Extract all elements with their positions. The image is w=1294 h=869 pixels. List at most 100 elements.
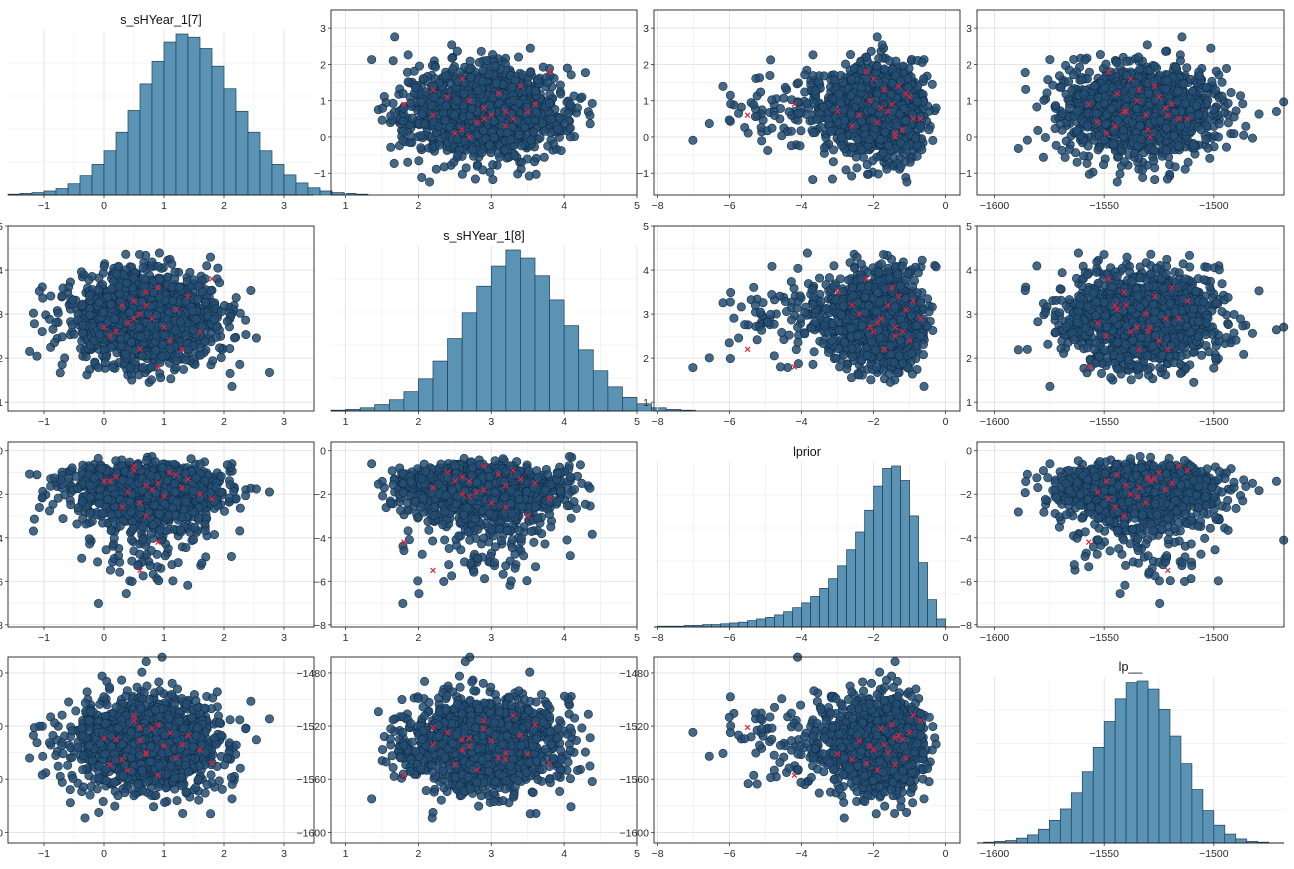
draw-point (553, 124, 563, 134)
draw-point (416, 97, 426, 107)
draw-point (1043, 75, 1053, 85)
draw-point (828, 157, 838, 167)
scatter-points-s-shyear-1-7-vs-lprior (688, 32, 941, 187)
draw-point (1084, 169, 1094, 179)
draw-point (543, 78, 553, 88)
draw-point (1138, 165, 1148, 175)
draw-point (1095, 50, 1105, 60)
draw-point (565, 99, 575, 109)
draw-point (1118, 125, 1128, 135)
hist-bar-s-shyear-1-7-16 (199, 48, 213, 196)
draw-point (852, 163, 862, 173)
draw-point (884, 56, 894, 66)
draw-point (1229, 129, 1239, 139)
hist-bar-s-shyear-1-7-17 (211, 65, 225, 196)
hist-bar-s-shyear-1-7-15 (187, 36, 201, 196)
draw-point (441, 71, 451, 81)
draw-point (476, 46, 486, 56)
draw-point (861, 52, 871, 62)
draw-point (477, 76, 487, 86)
draw-point (1161, 84, 1171, 94)
draw-point (585, 119, 595, 129)
draw-point (1127, 118, 1137, 128)
x-tick-label-lprior-0: −8 (652, 200, 664, 212)
y-tick-label-s-shyear-1-7-2: 1 (643, 96, 649, 108)
draw-point (1111, 57, 1121, 67)
draw-point (439, 162, 449, 172)
draw-point (1038, 152, 1048, 162)
draw-point (467, 104, 477, 114)
draw-point (819, 143, 829, 153)
draw-point (1099, 160, 1109, 170)
draw-point (540, 126, 550, 136)
draw-point (545, 98, 555, 108)
draw-point (457, 169, 467, 179)
draw-point (808, 50, 818, 60)
hist-bar-s-shyear-1-7-5 (67, 183, 81, 196)
x-tick-label-s-shyear-1-7-1: 0 (101, 200, 107, 212)
draw-point (537, 118, 547, 128)
draw-point (874, 54, 884, 64)
x-tick-label-s-shyear-1-8-2: 3 (488, 200, 494, 212)
draw-point (862, 169, 872, 179)
draw-point (1162, 75, 1172, 85)
hist-bar-s-shyear-1-7-9 (115, 131, 129, 196)
draw-point (1254, 109, 1264, 119)
x-tick-label-s-shyear-1-7-4: 3 (281, 200, 287, 212)
x-tick-label-lp-2: −1500 (1199, 200, 1229, 212)
hist-bar-s-shyear-1-7-23 (283, 174, 297, 196)
draw-point (425, 177, 435, 187)
draw-point (793, 78, 803, 88)
draw-point (688, 135, 698, 145)
y-tick-label-s-shyear-1-7-1: 0 (320, 132, 326, 144)
draw-point (780, 82, 790, 92)
draw-point (835, 98, 845, 108)
draw-point (1089, 81, 1099, 91)
draw-point (886, 89, 896, 99)
draw-point (1161, 46, 1171, 56)
draw-point (883, 140, 893, 150)
draw-point (1069, 70, 1079, 80)
draw-point (1138, 172, 1148, 182)
draw-point (1221, 142, 1231, 152)
draw-point (857, 145, 867, 155)
draw-point (556, 146, 566, 156)
x-tick-label-lprior-4: 0 (943, 200, 949, 212)
hist-bar-s-shyear-1-7-18 (223, 88, 237, 196)
draw-point (766, 55, 776, 65)
draw-point (577, 92, 587, 102)
draw-point (902, 177, 912, 187)
draw-point (506, 135, 516, 145)
draw-point (829, 75, 839, 85)
hist-bar-s-shyear-1-7-14 (175, 33, 189, 196)
draw-point (1211, 85, 1221, 95)
draw-point (873, 169, 883, 179)
draw-point (398, 127, 408, 137)
x-tick-label-s-shyear-1-8-0: 1 (343, 200, 349, 212)
draw-point (417, 172, 427, 182)
draw-point (585, 110, 595, 120)
draw-point (767, 95, 777, 105)
draw-point (1174, 141, 1184, 151)
draw-point (510, 151, 520, 161)
x-tick-label-lprior-2: −4 (796, 200, 808, 212)
draw-point (1061, 136, 1071, 146)
draw-point (587, 98, 597, 108)
draw-point (1213, 132, 1223, 142)
draw-point (459, 89, 469, 99)
draw-point (917, 57, 927, 67)
draw-point (447, 40, 457, 50)
draw-point (388, 56, 398, 66)
draw-point (1226, 88, 1236, 98)
draw-point (856, 82, 866, 92)
x-tick-label-s-shyear-1-8-4: 5 (634, 200, 640, 212)
draw-point (837, 133, 847, 143)
draw-point (1136, 134, 1146, 144)
hist-bar-s-shyear-1-7-26 (319, 190, 333, 196)
draw-point (777, 131, 787, 141)
draw-point (474, 57, 484, 67)
draw-point (1054, 71, 1064, 81)
draw-point (470, 174, 480, 184)
draw-point (490, 61, 500, 71)
